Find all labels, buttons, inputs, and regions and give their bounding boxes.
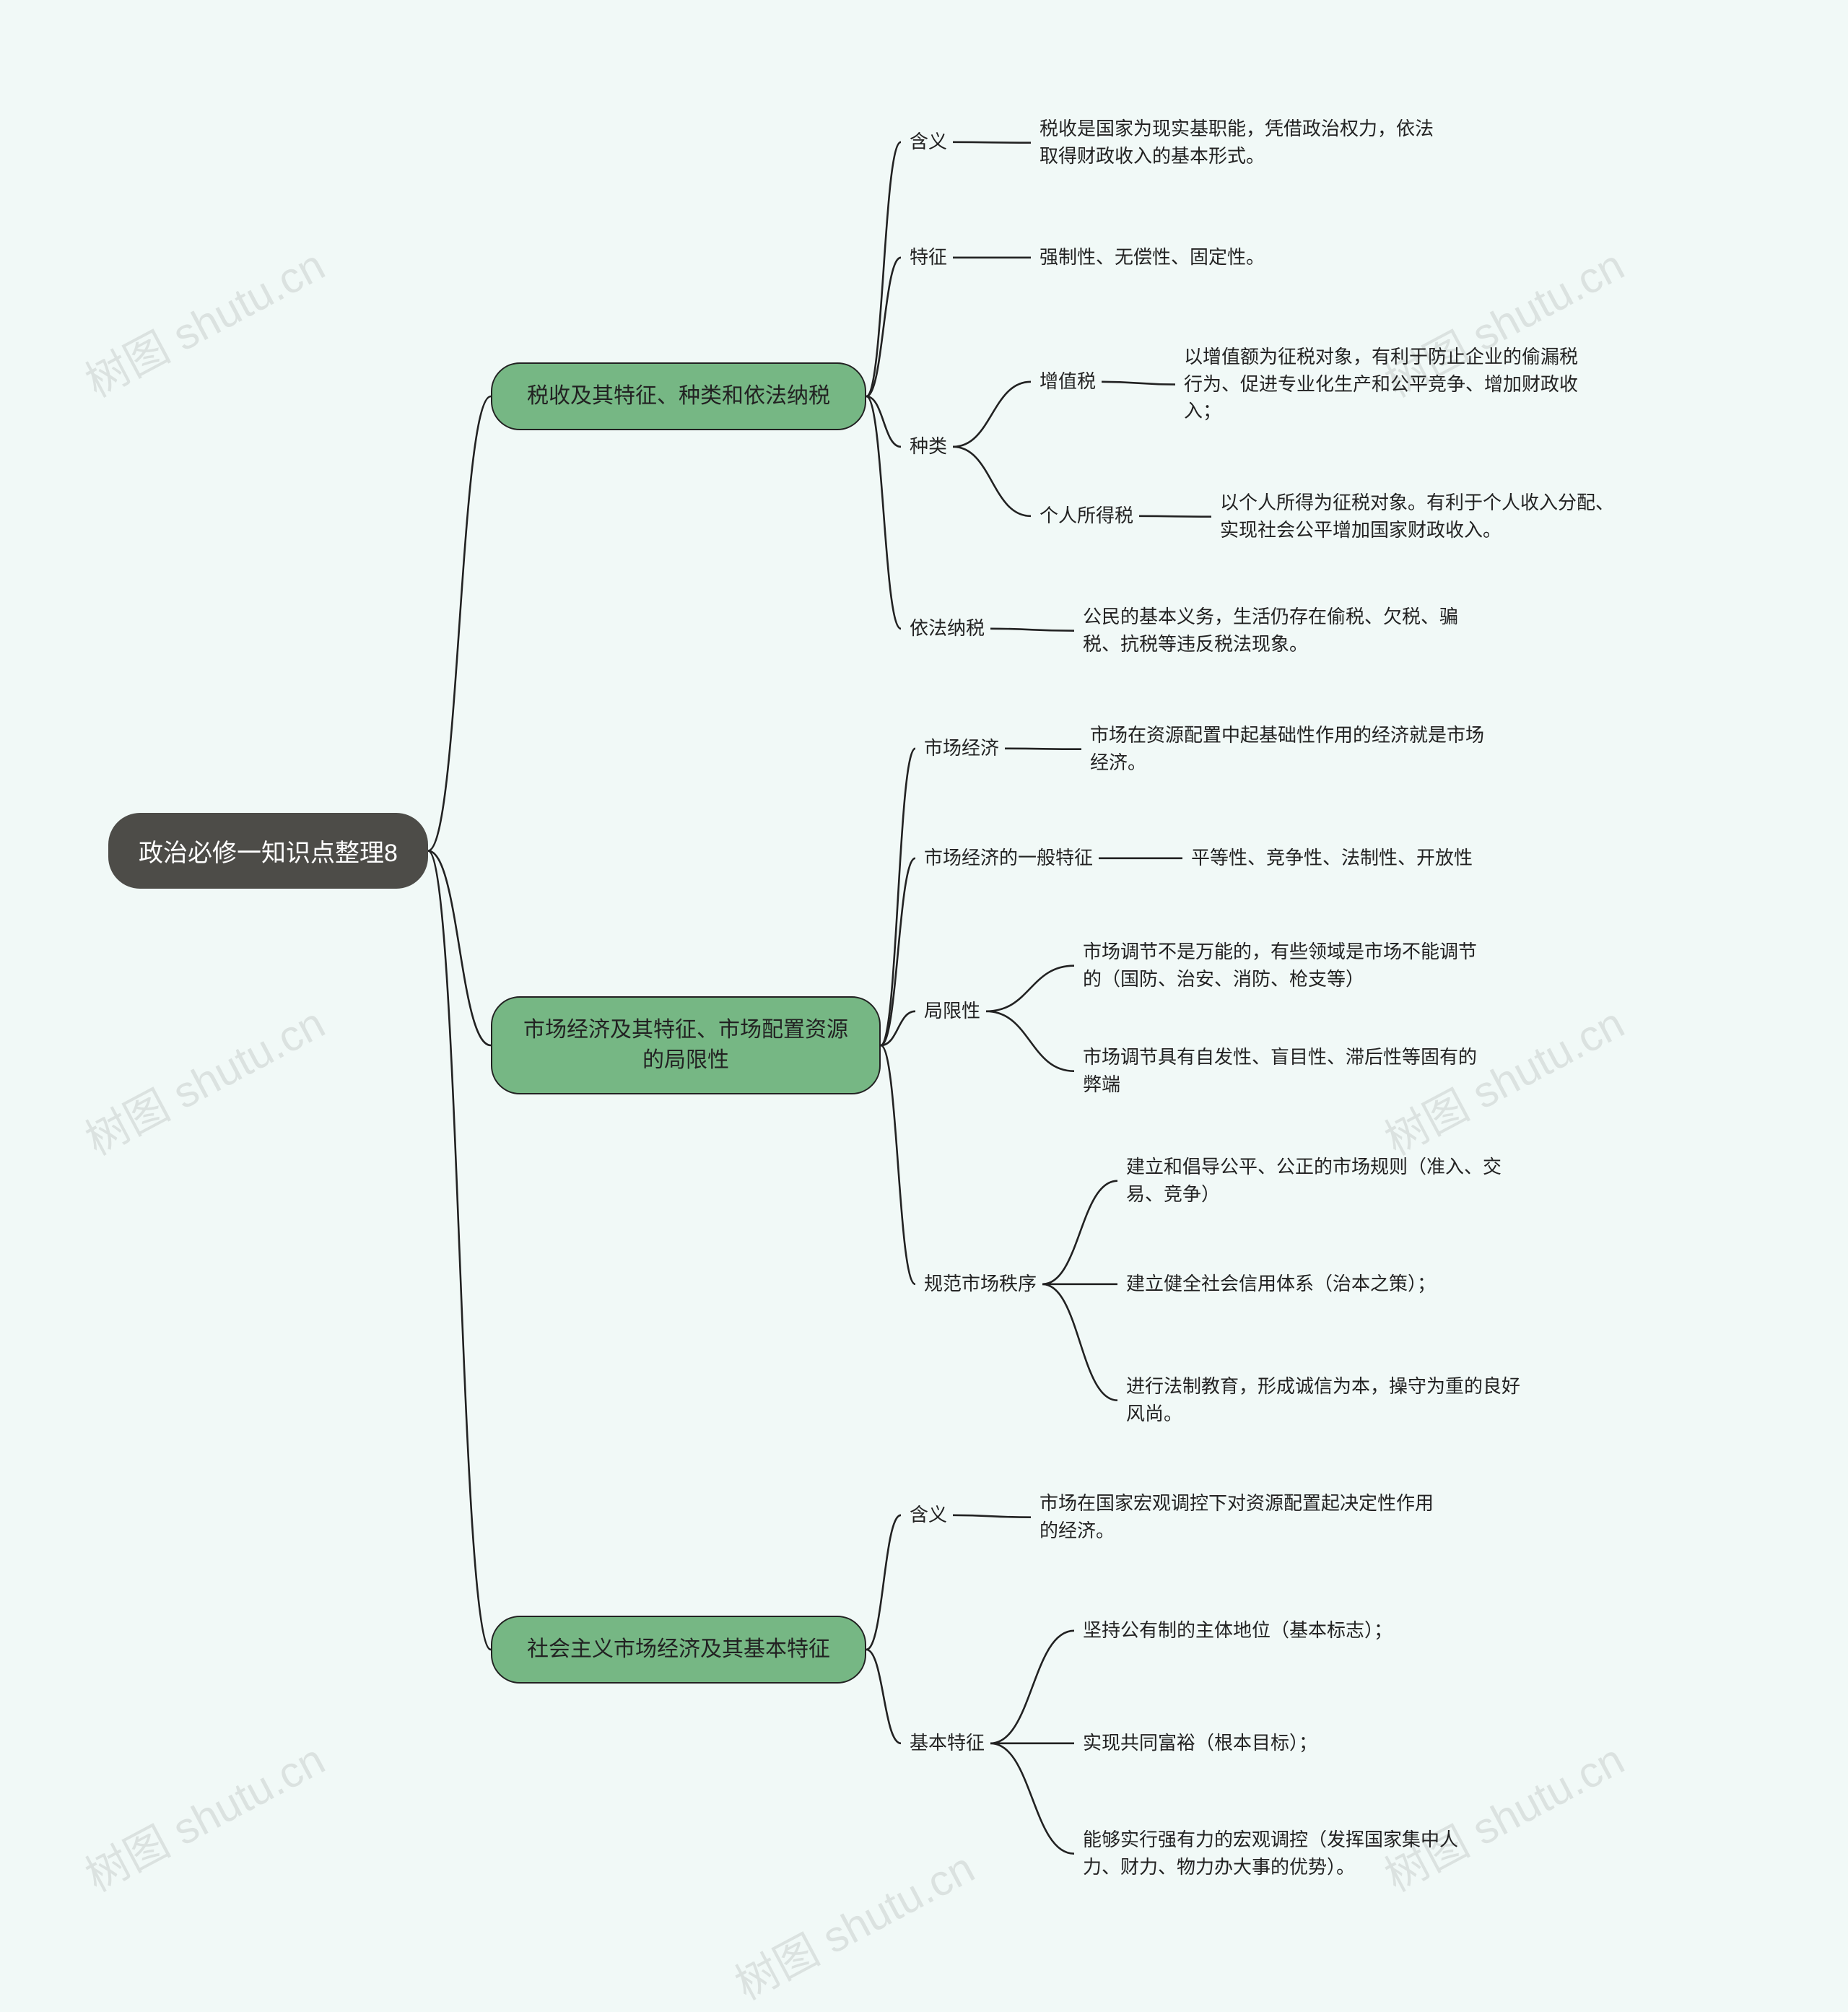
node-b1c2: 特征 bbox=[910, 244, 947, 271]
node-b1c4d1: 公民的基本义务，生活仍存在偷税、欠税、骗税、抗税等违反税法现象。 bbox=[1083, 604, 1487, 658]
node-b2c4d2: 建立健全社会信用体系（治本之策）； bbox=[1126, 1271, 1436, 1298]
node-b2c4d1: 建立和倡导公平、公正的市场规则（准入、交易、竞争） bbox=[1126, 1154, 1530, 1208]
node-b3c2d3: 能够实行强有力的宏观调控（发挥国家集中人力、财力、物力办大事的优势）。 bbox=[1083, 1826, 1487, 1881]
node-b1c3d2: 个人所得税 bbox=[1040, 502, 1133, 530]
node-b2c1: 市场经济 bbox=[924, 735, 999, 762]
node-b1c3d1e1: 以增值额为征税对象，有利于防止企业的偷漏税行为、促进专业化生产和公平竞争、增加财… bbox=[1184, 344, 1588, 425]
watermark: 树图 shutu.cn bbox=[73, 1725, 334, 1904]
node-b2c3: 局限性 bbox=[924, 998, 980, 1025]
watermark: 树图 shutu.cn bbox=[723, 1834, 984, 2012]
node-b3c2d1: 坚持公有制的主体地位（基本标志）； bbox=[1083, 1617, 1392, 1645]
branch-b3: 社会主义市场经济及其基本特征 bbox=[491, 1616, 866, 1684]
branch-b1: 税收及其特征、种类和依法纳税 bbox=[491, 362, 866, 430]
node-b1c4: 依法纳税 bbox=[910, 615, 985, 643]
watermark: 树图 shutu.cn bbox=[73, 231, 334, 409]
root-node: 政治必修一知识点整理8 bbox=[108, 813, 428, 889]
node-b1c1: 含义 bbox=[910, 129, 947, 156]
branch-b2: 市场经济及其特征、市场配置资源的局限性 bbox=[491, 996, 881, 1094]
node-b3c2d2: 实现共同富裕（根本目标）； bbox=[1083, 1730, 1317, 1757]
node-b3c1d1: 市场在国家宏观调控下对资源配置起决定性作用的经济。 bbox=[1040, 1490, 1444, 1544]
node-b3c1: 含义 bbox=[910, 1502, 947, 1529]
node-b2c3d2: 市场调节具有自发性、盲目性、滞后性等固有的弊端 bbox=[1083, 1044, 1487, 1098]
node-b2c1d1: 市场在资源配置中起基础性作用的经济就是市场经济。 bbox=[1090, 722, 1494, 776]
node-b1c3d2e1: 以个人所得为征税对象。有利于个人收入分配、实现社会公平增加国家财政收入。 bbox=[1220, 489, 1624, 544]
node-b2c3d1: 市场调节不是万能的，有些领域是市场不能调节的（国防、治安、消防、枪支等） bbox=[1083, 939, 1487, 993]
node-b1c1d1: 税收是国家为现实基职能，凭借政治权力，依法取得财政收入的基本形式。 bbox=[1040, 116, 1444, 170]
node-b2c4d3: 进行法制教育，形成诚信为本，操守为重的良好风尚。 bbox=[1126, 1373, 1530, 1427]
node-b1c3d1: 增值税 bbox=[1040, 368, 1096, 396]
node-b1c2d1: 强制性、无偿性、固定性。 bbox=[1040, 244, 1265, 271]
node-b3c2: 基本特征 bbox=[910, 1730, 985, 1757]
node-b1c3: 种类 bbox=[910, 433, 947, 461]
watermark: 树图 shutu.cn bbox=[73, 989, 334, 1167]
node-b2c2: 市场经济的一般特征 bbox=[924, 845, 1093, 872]
node-b2c4: 规范市场秩序 bbox=[924, 1271, 1037, 1298]
node-b2c2d1: 平等性、竞争性、法制性、开放性 bbox=[1191, 845, 1473, 872]
